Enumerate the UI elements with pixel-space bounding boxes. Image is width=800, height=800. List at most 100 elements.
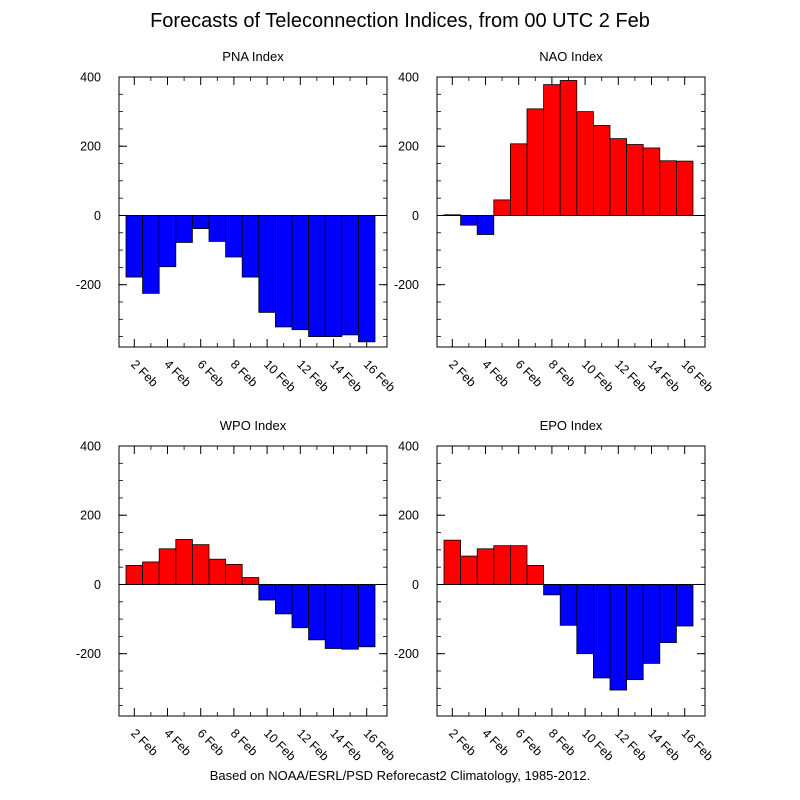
nao-x-tick-label: 12 Feb xyxy=(612,357,649,394)
nao-bar xyxy=(509,143,528,216)
nao-bar xyxy=(543,84,561,216)
epo-x-tick-label: 10 Feb xyxy=(579,726,616,763)
epo-bar xyxy=(642,584,661,664)
nao-bar xyxy=(526,108,545,216)
pna-x-tick-label: 4 Feb xyxy=(161,357,194,390)
nao-bar xyxy=(460,215,478,226)
pna-y-tick-label: 0 xyxy=(94,209,101,223)
pna-bar xyxy=(291,215,310,331)
epo-y-tick-label: -200 xyxy=(394,647,419,661)
pna-bar xyxy=(125,215,144,278)
epo-bar xyxy=(576,584,594,655)
pna-bar xyxy=(241,215,260,278)
nao-chart-title: NAO Index xyxy=(539,49,603,64)
epo-bar xyxy=(659,584,677,644)
pna-bar xyxy=(175,215,193,243)
wpo-bar xyxy=(274,584,293,615)
nao-y-tick-label: 0 xyxy=(412,209,419,223)
pna-x-tick-label: 6 Feb xyxy=(195,357,228,390)
pna-x-tick-label: 12 Feb xyxy=(294,357,331,394)
epo-x-tick-label: 6 Feb xyxy=(513,726,546,759)
epo-y-tick-label: 200 xyxy=(398,509,419,523)
nao-bar xyxy=(659,160,677,216)
nao-x-tick-label: 8 Feb xyxy=(546,357,579,390)
wpo-x-tick-label: 2 Feb xyxy=(128,726,161,759)
nao-chart: NAO Index 400 200 0 -200 2 Feb 4 Feb 6 Feb 8 Feb… xyxy=(394,49,716,395)
nao-x-tick-label: 10 Feb xyxy=(579,357,616,394)
pna-bar xyxy=(158,215,177,268)
wpo-bar xyxy=(208,558,227,585)
epo-chart: EPO Index 400 200 0 -200 2 Feb 4 Feb 6 Feb 8 Feb… xyxy=(394,418,716,764)
epo-plot-frame xyxy=(436,445,706,717)
wpo-bar xyxy=(291,584,310,629)
nao-bar xyxy=(609,138,628,216)
figure-footer: Based on NOAA/ESRL/PSD Reforecast2 Clima… xyxy=(209,768,591,783)
wpo-x-tick-label: 4 Feb xyxy=(161,726,194,759)
pna-bar xyxy=(274,215,293,328)
wpo-x-tick-label: 6 Feb xyxy=(195,726,228,759)
pna-chart-title: PNA Index xyxy=(222,49,284,64)
epo-bar xyxy=(543,584,561,596)
wpo-bar xyxy=(308,584,326,641)
pna-x-tick-label: 14 Feb xyxy=(327,357,364,394)
nao-bar xyxy=(493,199,511,216)
wpo-bar xyxy=(191,544,210,585)
nao-x-tick-label: 14 Feb xyxy=(645,357,682,394)
epo-bar xyxy=(443,539,462,585)
nao-plot-frame xyxy=(436,76,706,348)
nao-x-tick-label: 6 Feb xyxy=(513,357,546,390)
pna-bar xyxy=(357,215,376,343)
pna-x-tick-label: 8 Feb xyxy=(228,357,261,390)
pna-plot-frame xyxy=(118,76,388,348)
epo-bar xyxy=(493,545,511,585)
epo-bar xyxy=(593,584,611,679)
epo-x-tick-label: 2 Feb xyxy=(446,726,479,759)
pna-y-tick-label: 400 xyxy=(80,71,101,85)
wpo-bar xyxy=(225,563,243,585)
wpo-chart: WPO Index 400 200 0 -200 2 Feb 4 Feb 6 Feb 8 Feb… xyxy=(76,418,398,764)
pna-y-tick-label: 200 xyxy=(80,140,101,154)
pna-chart: PNA Index 400 200 0 -200 2 Feb 4 Feb 6 Feb 8 Feb… xyxy=(76,49,398,395)
wpo-plot-frame xyxy=(118,445,388,717)
nao-bar xyxy=(593,125,611,216)
epo-bar xyxy=(476,548,495,585)
epo-bar xyxy=(609,584,628,691)
pna-x-tick-label: 10 Feb xyxy=(261,357,298,394)
nao-x-tick-label: 2 Feb xyxy=(446,357,479,390)
epo-bar xyxy=(460,555,478,585)
wpo-y-tick-label: 400 xyxy=(80,440,101,454)
wpo-bar xyxy=(142,561,160,585)
nao-bar xyxy=(626,144,644,216)
nao-x-tick-label: 16 Feb xyxy=(679,357,716,394)
epo-bar xyxy=(626,584,644,681)
nao-y-tick-label: -200 xyxy=(394,278,419,292)
pna-x-tick-label: 2 Feb xyxy=(128,357,161,390)
wpo-bar xyxy=(341,584,359,650)
epo-chart-title: EPO Index xyxy=(540,418,603,433)
wpo-chart-title: WPO Index xyxy=(220,418,287,433)
pna-bar xyxy=(142,215,160,294)
wpo-y-tick-label: 200 xyxy=(80,509,101,523)
wpo-x-tick-label: 10 Feb xyxy=(261,726,298,763)
wpo-bar xyxy=(175,539,193,585)
wpo-bar xyxy=(324,584,343,649)
pna-bar xyxy=(208,215,227,242)
pna-x-tick-label: 16 Feb xyxy=(361,357,398,394)
wpo-bar xyxy=(125,565,144,585)
epo-bar xyxy=(526,565,545,585)
nao-bar xyxy=(576,111,594,216)
wpo-x-tick-label: 12 Feb xyxy=(294,726,331,763)
epo-x-tick-label: 12 Feb xyxy=(612,726,649,763)
pna-bar xyxy=(258,215,276,313)
epo-x-tick-label: 14 Feb xyxy=(645,726,682,763)
pna-y-tick-label: -200 xyxy=(76,278,101,292)
wpo-x-tick-label: 16 Feb xyxy=(361,726,398,763)
wpo-x-tick-label: 8 Feb xyxy=(228,726,261,759)
nao-bar xyxy=(476,215,495,235)
nao-y-tick-label: 400 xyxy=(398,71,419,85)
epo-bar xyxy=(676,584,694,627)
wpo-x-tick-label: 14 Feb xyxy=(327,726,364,763)
epo-y-tick-label: 400 xyxy=(398,440,419,454)
pna-bar xyxy=(324,215,343,338)
